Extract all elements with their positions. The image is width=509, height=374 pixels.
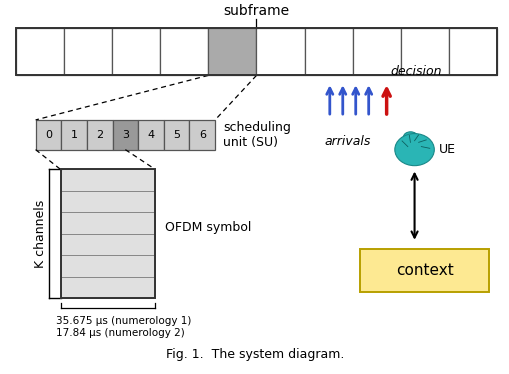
Bar	[61, 169, 155, 191]
Bar	[61, 234, 155, 255]
Bar	[138, 120, 163, 150]
Text: 4: 4	[147, 130, 154, 140]
Text: 5: 5	[173, 130, 180, 140]
Text: scheduling
unit (SU): scheduling unit (SU)	[222, 121, 291, 149]
Text: 6: 6	[199, 130, 206, 140]
Bar	[208, 28, 256, 76]
Bar	[160, 28, 208, 76]
Bar	[359, 249, 489, 292]
Bar	[304, 28, 352, 76]
Text: arrivals: arrivals	[324, 135, 370, 148]
Text: OFDM symbol: OFDM symbol	[165, 221, 251, 234]
Text: context: context	[395, 263, 453, 278]
Bar	[61, 169, 155, 298]
Bar	[189, 120, 215, 150]
Ellipse shape	[403, 132, 417, 142]
Text: Fig. 1.  The system diagram.: Fig. 1. The system diagram.	[165, 349, 344, 361]
Bar	[61, 120, 87, 150]
Bar	[64, 28, 112, 76]
Bar	[61, 212, 155, 234]
Text: 2: 2	[96, 130, 103, 140]
Text: K channels: K channels	[34, 200, 47, 268]
Bar	[256, 28, 304, 76]
Text: decision: decision	[390, 65, 441, 79]
Text: 3: 3	[122, 130, 129, 140]
Bar	[61, 255, 155, 277]
Text: 35.675 μs (numerology 1): 35.675 μs (numerology 1)	[55, 316, 190, 326]
Bar	[163, 120, 189, 150]
Bar	[112, 28, 160, 76]
Text: 0: 0	[45, 130, 52, 140]
Bar	[87, 120, 112, 150]
Bar	[400, 28, 448, 76]
Bar	[16, 28, 496, 76]
Bar	[61, 191, 155, 212]
Bar	[352, 28, 400, 76]
Bar	[61, 277, 155, 298]
Bar	[16, 28, 64, 76]
Text: 1: 1	[70, 130, 77, 140]
Ellipse shape	[394, 134, 434, 166]
Bar	[112, 120, 138, 150]
Text: UE: UE	[438, 143, 455, 156]
Text: 17.84 μs (numerology 2): 17.84 μs (numerology 2)	[55, 328, 184, 338]
Bar	[448, 28, 496, 76]
Bar	[36, 120, 61, 150]
Text: subframe: subframe	[223, 4, 289, 18]
